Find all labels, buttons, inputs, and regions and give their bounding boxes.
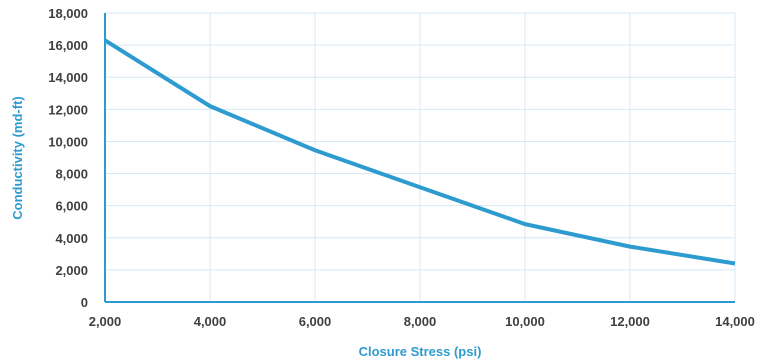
x-tick-label: 12,000 xyxy=(610,314,650,329)
y-tick-label: 10,000 xyxy=(48,134,88,149)
x-tick-label: 2,000 xyxy=(89,314,122,329)
x-tick-label: 8,000 xyxy=(404,314,437,329)
x-tick-label: 10,000 xyxy=(505,314,545,329)
axes xyxy=(104,13,735,303)
series-line xyxy=(103,38,736,266)
y-tick-label: 16,000 xyxy=(48,38,88,53)
y-tick-label: 0 xyxy=(81,295,88,310)
x-tick-labels: 2,000 4,000 6,000 8,000 10,000 12,000 14,000 xyxy=(89,314,755,329)
y-tick-label: 8,000 xyxy=(55,167,88,182)
x-tick-label: 14,000 xyxy=(715,314,755,329)
y-tick-label: 14,000 xyxy=(48,70,88,85)
y-tick-labels: 0 2,000 4,000 6,000 8,000 10,000 12,000 14,000 1… xyxy=(48,6,88,310)
y-axis-title: Conductivity (md-ft) xyxy=(10,96,25,219)
x-tick-label: 6,000 xyxy=(299,314,332,329)
x-tick-label: 4,000 xyxy=(194,314,227,329)
y-tick-label: 18,000 xyxy=(48,6,88,21)
x-axis-title: Closure Stress (psi) xyxy=(359,344,482,359)
y-tick-label: 2,000 xyxy=(55,263,88,278)
y-tick-label: 6,000 xyxy=(55,199,88,214)
series-group xyxy=(103,38,736,266)
gridlines xyxy=(105,12,736,302)
y-tick-label: 12,000 xyxy=(48,102,88,117)
y-tick-label: 4,000 xyxy=(55,231,88,246)
